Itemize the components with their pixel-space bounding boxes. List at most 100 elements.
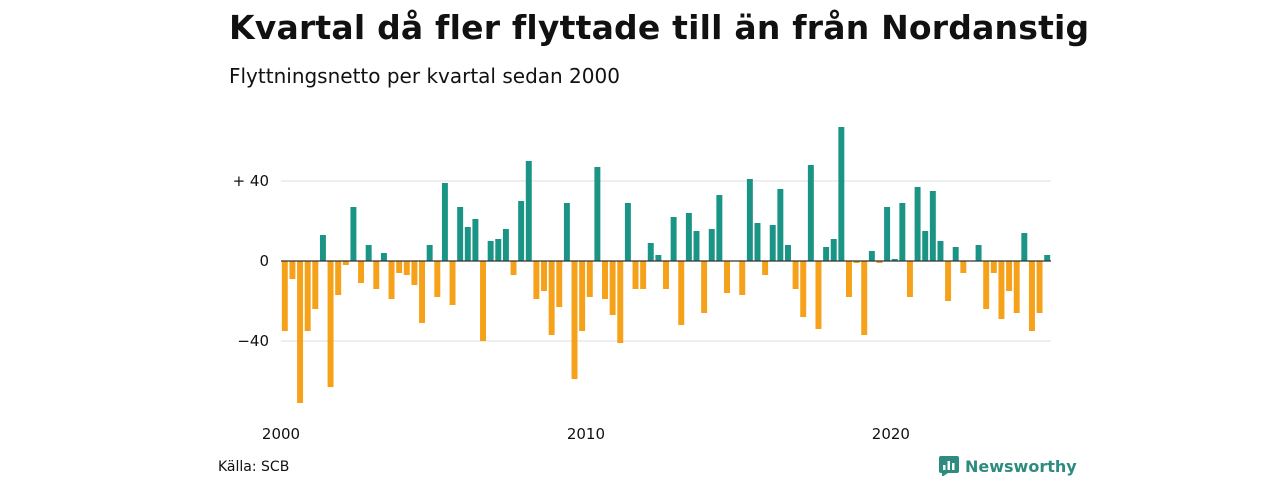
- bar-positive: [647, 243, 654, 261]
- bar-positive: [929, 191, 936, 261]
- bar-positive: [868, 251, 875, 261]
- bar-positive: [624, 203, 631, 261]
- bar-negative: [945, 261, 952, 301]
- y-tick-label: −40: [237, 332, 269, 350]
- bar-positive: [472, 219, 479, 261]
- bar-positive: [693, 231, 700, 261]
- bar-negative: [419, 261, 426, 323]
- bar-negative: [792, 261, 799, 289]
- bar-negative: [358, 261, 365, 283]
- bar-negative: [800, 261, 807, 317]
- bar-negative: [632, 261, 639, 289]
- newsworthy-icon: [939, 456, 959, 476]
- bar-positive: [823, 247, 830, 261]
- bar-negative: [739, 261, 746, 295]
- bars: [281, 127, 1051, 403]
- x-tick-label: 2010: [567, 425, 605, 443]
- bar-positive: [563, 203, 570, 261]
- bar-positive: [487, 241, 494, 261]
- x-tick-label: 2000: [262, 425, 300, 443]
- bar-positive: [525, 161, 532, 261]
- brand-name: Newsworthy: [965, 456, 1077, 476]
- bar-positive: [777, 189, 784, 261]
- bar-positive: [350, 207, 357, 261]
- bar-negative: [388, 261, 395, 299]
- bar-positive: [380, 253, 387, 261]
- bar-positive: [365, 245, 372, 261]
- bar-negative: [846, 261, 852, 297]
- bar-negative: [1006, 261, 1013, 291]
- bar-negative: [548, 261, 555, 335]
- bar-positive: [922, 231, 929, 261]
- bar-positive: [441, 183, 448, 261]
- bar-negative: [617, 261, 624, 343]
- bar-negative: [327, 261, 334, 387]
- bar-positive: [975, 245, 982, 261]
- bar-positive: [685, 213, 692, 261]
- grid-lines: [281, 180, 1051, 342]
- chart-title: Kvartal då fler flyttade till än från No…: [229, 8, 1090, 47]
- bar-negative: [541, 261, 547, 291]
- y-tick-label: 0: [259, 252, 269, 270]
- bar-negative: [281, 261, 288, 331]
- bar-negative: [403, 261, 410, 275]
- bar-positive: [1044, 255, 1051, 261]
- bar-negative: [724, 261, 730, 293]
- bar-positive: [838, 127, 845, 261]
- bar-positive: [1021, 233, 1028, 261]
- bar-negative: [983, 261, 990, 309]
- bar-negative: [434, 261, 441, 297]
- brand-logo: Newsworthy: [939, 456, 1077, 476]
- bar-positive: [754, 223, 761, 261]
- bar-negative: [663, 261, 669, 289]
- bar-positive: [884, 207, 891, 261]
- x-tick-label: 2020: [872, 425, 910, 443]
- bar-negative: [480, 261, 487, 341]
- y-axis-labels: + 40 0 −40: [233, 172, 269, 350]
- bar-positive: [716, 195, 723, 261]
- bar-negative: [396, 261, 403, 273]
- bar-negative: [876, 261, 883, 263]
- bar-negative: [297, 261, 304, 403]
- bar-negative: [678, 261, 685, 325]
- bar-negative: [998, 261, 1005, 319]
- bar-positive: [708, 229, 715, 261]
- bar-positive: [655, 255, 662, 261]
- bar-negative: [289, 261, 296, 279]
- bar-negative: [586, 261, 593, 297]
- bar-positive: [670, 217, 677, 261]
- bar-negative: [342, 261, 349, 265]
- bar-negative: [640, 261, 647, 289]
- bar-positive: [518, 201, 525, 261]
- bar-positive: [457, 207, 464, 261]
- bar-positive: [769, 225, 776, 261]
- bar-negative: [510, 261, 517, 275]
- bar-positive: [830, 239, 837, 261]
- bar-positive: [319, 235, 326, 261]
- bar-negative: [815, 261, 822, 329]
- x-axis-labels: 2000 2010 2020: [262, 425, 910, 443]
- bar-negative: [1028, 261, 1035, 331]
- y-tick-label: + 40: [233, 172, 269, 190]
- chart-subtitle: Flyttningsnetto per kvartal sedan 2000: [229, 64, 620, 88]
- bar-positive: [807, 165, 814, 261]
- bar-positive: [502, 229, 509, 261]
- bar-positive: [914, 187, 921, 261]
- bar-negative: [411, 261, 418, 285]
- bar-negative: [960, 261, 967, 273]
- bar-negative: [556, 261, 563, 307]
- bar-positive: [464, 227, 471, 261]
- bar-negative: [853, 261, 860, 263]
- bar-negative: [449, 261, 456, 305]
- bar-positive: [937, 241, 944, 261]
- bar-positive: [594, 167, 601, 261]
- bar-negative: [609, 261, 616, 315]
- bar-positive: [785, 245, 791, 261]
- bar-negative: [861, 261, 868, 335]
- bar-positive: [495, 239, 502, 261]
- bar-negative: [762, 261, 769, 275]
- bar-negative: [373, 261, 380, 289]
- bar-positive: [746, 179, 753, 261]
- bar-positive: [891, 259, 898, 261]
